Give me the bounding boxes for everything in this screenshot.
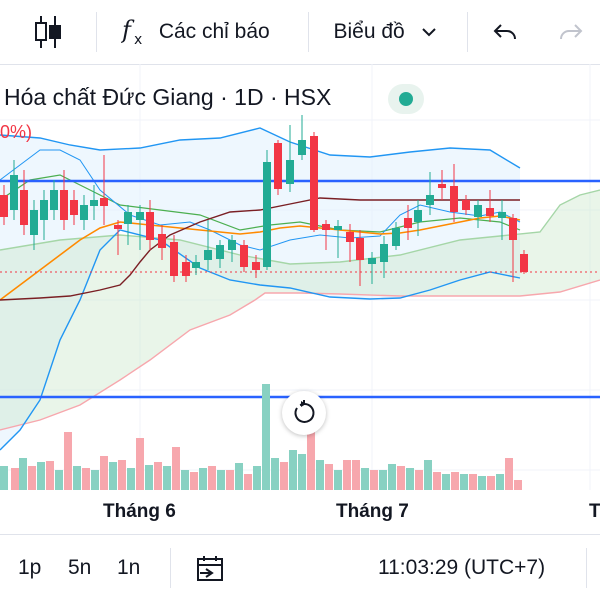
candlestick-icon — [34, 16, 61, 48]
redo-icon — [560, 24, 583, 40]
ichimoku-conversion — [0, 149, 521, 251]
goto-date-icon — [197, 556, 223, 581]
indicator-value-partial: 0%) — [0, 122, 33, 142]
svg-text:f: f — [121, 16, 135, 44]
chart-style-button[interactable] — [0, 0, 96, 64]
market-status-dot[interactable] — [388, 84, 424, 114]
x-axis-label-next: T — [589, 501, 600, 522]
undo-icon — [493, 24, 517, 40]
svg-text:x: x — [134, 32, 142, 48]
x-axis-label-july: Tháng 7 — [336, 501, 409, 522]
chart-type-label: Biểu đồ — [333, 20, 405, 43]
bottom-separator — [586, 548, 587, 588]
bollinger-basis — [0, 174, 521, 233]
bottom-toolbar: 1p 5n 1n 11:03:29 (UTC+7) — [0, 534, 600, 601]
x-axis-label-june: Tháng 6 — [103, 501, 176, 522]
chart-toolbar: f x Các chỉ báo Biểu đồ — [0, 0, 600, 65]
toolbar-separator — [308, 12, 310, 52]
reset-icon — [294, 400, 315, 423]
ichimoku-span-b — [0, 279, 600, 431]
volume-bars — [0, 384, 522, 490]
indicators-label: Các chỉ báo — [158, 20, 270, 43]
candlesticks — [0, 115, 528, 286]
range-5n-button[interactable]: 5n — [68, 556, 92, 579]
ma-slow-line — [0, 197, 520, 301]
fx-icon: f x — [121, 16, 142, 48]
bottom-separator — [170, 548, 171, 588]
status-indicator — [399, 92, 413, 106]
toolbar-separator — [95, 12, 97, 52]
bollinger-upper — [0, 127, 521, 169]
bollinger-lower — [0, 229, 521, 451]
range-1p-button[interactable]: 1p — [18, 556, 42, 579]
chevron-down-icon — [422, 28, 436, 37]
range-1n-button[interactable]: 1n — [117, 556, 141, 579]
chart-type-dropdown[interactable]: Biểu đồ — [309, 0, 467, 64]
chart-pane[interactable]: Tháng 6 Tháng 7 T — [0, 64, 600, 534]
indicators-button[interactable]: f x Các chỉ báo — [97, 0, 309, 64]
undo-button[interactable] — [468, 0, 542, 64]
bollinger-band-fill — [0, 128, 520, 450]
reset-chart-button[interactable] — [282, 391, 326, 435]
goto-date-button[interactable] — [196, 555, 226, 588]
redo-button[interactable] — [542, 0, 600, 64]
toolbar-separator — [467, 12, 469, 52]
price-chart[interactable] — [0, 64, 600, 534]
clock-timezone[interactable]: 11:03:29 (UTC+7) — [378, 556, 546, 579]
symbol-legend[interactable]: Hóa chất Đức Giang · 1D · HSX — [4, 84, 332, 110]
ma-fast-line — [0, 215, 521, 301]
